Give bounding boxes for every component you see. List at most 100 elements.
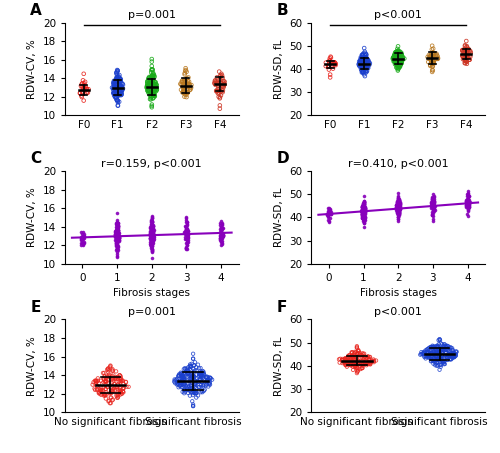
Point bbox=[358, 59, 366, 66]
Point bbox=[116, 74, 124, 82]
Point bbox=[144, 80, 152, 87]
Point bbox=[464, 195, 472, 202]
Point bbox=[184, 370, 192, 377]
Point bbox=[431, 359, 439, 366]
Point bbox=[428, 211, 436, 218]
Point bbox=[353, 350, 361, 357]
Point bbox=[360, 209, 368, 216]
Point bbox=[338, 359, 346, 366]
Point bbox=[114, 235, 122, 242]
Point bbox=[393, 49, 401, 57]
Point bbox=[177, 81, 185, 88]
Point bbox=[450, 351, 458, 358]
Point bbox=[362, 62, 370, 69]
Point bbox=[392, 48, 400, 56]
Point bbox=[430, 51, 438, 58]
Point bbox=[362, 51, 370, 58]
Point bbox=[341, 355, 349, 362]
Point bbox=[116, 389, 124, 396]
Point bbox=[358, 214, 366, 222]
Point bbox=[114, 89, 122, 96]
Point bbox=[188, 384, 196, 391]
Point bbox=[112, 238, 120, 246]
Point bbox=[393, 198, 401, 206]
Point bbox=[146, 87, 154, 95]
Point bbox=[180, 93, 188, 100]
Point bbox=[114, 237, 122, 244]
Point bbox=[118, 87, 126, 94]
Point bbox=[428, 60, 436, 67]
Point bbox=[214, 85, 222, 92]
Point bbox=[393, 204, 401, 212]
Point bbox=[424, 346, 432, 353]
Point bbox=[114, 228, 122, 236]
Point bbox=[466, 56, 473, 63]
Point bbox=[112, 76, 120, 83]
Point bbox=[171, 377, 179, 384]
Point bbox=[182, 217, 190, 224]
Point bbox=[110, 80, 118, 87]
Point bbox=[394, 205, 402, 212]
Point bbox=[182, 226, 190, 234]
Point bbox=[429, 197, 437, 204]
Point bbox=[80, 235, 88, 242]
Point bbox=[396, 61, 404, 68]
Point bbox=[112, 226, 120, 233]
Point bbox=[360, 65, 368, 72]
Point bbox=[330, 59, 338, 67]
Point bbox=[358, 210, 366, 217]
Point bbox=[146, 96, 154, 103]
Point bbox=[428, 193, 436, 201]
Point bbox=[331, 60, 339, 67]
Point bbox=[392, 48, 400, 56]
Point bbox=[182, 225, 190, 232]
Point bbox=[360, 200, 368, 207]
Point bbox=[370, 357, 378, 364]
Point bbox=[347, 360, 355, 367]
Point bbox=[116, 377, 124, 385]
Point bbox=[428, 52, 436, 59]
Point bbox=[442, 342, 450, 350]
Point bbox=[360, 71, 368, 78]
Point bbox=[429, 204, 437, 211]
Point bbox=[360, 65, 368, 72]
Point bbox=[80, 84, 88, 92]
Point bbox=[148, 237, 156, 245]
Point bbox=[344, 352, 352, 360]
Point bbox=[175, 371, 183, 378]
Point bbox=[148, 246, 156, 253]
Point bbox=[358, 68, 366, 76]
Point bbox=[364, 57, 372, 64]
Point bbox=[148, 241, 156, 248]
Point bbox=[182, 228, 190, 235]
Point bbox=[108, 388, 116, 395]
Point bbox=[396, 57, 404, 64]
Point bbox=[78, 233, 86, 241]
Point bbox=[112, 235, 120, 242]
Point bbox=[192, 371, 200, 378]
Point bbox=[432, 56, 440, 63]
Point bbox=[114, 232, 122, 239]
Point bbox=[426, 351, 434, 358]
Point bbox=[324, 211, 332, 218]
Point bbox=[106, 394, 114, 401]
Point bbox=[147, 78, 155, 86]
Point bbox=[450, 353, 458, 361]
Point bbox=[114, 243, 122, 250]
X-axis label: Fibrosis stages: Fibrosis stages bbox=[114, 289, 190, 299]
Point bbox=[148, 240, 156, 247]
Point bbox=[394, 56, 402, 63]
Point bbox=[180, 71, 188, 78]
Point bbox=[110, 84, 118, 92]
Point bbox=[372, 357, 380, 364]
Point bbox=[350, 353, 358, 360]
Point bbox=[396, 204, 404, 211]
Point bbox=[354, 359, 362, 366]
Point bbox=[427, 349, 435, 357]
Point bbox=[111, 236, 119, 243]
Point bbox=[110, 80, 118, 87]
Point bbox=[148, 220, 156, 227]
Point bbox=[148, 214, 156, 222]
Point bbox=[395, 198, 403, 206]
Point bbox=[392, 56, 400, 63]
